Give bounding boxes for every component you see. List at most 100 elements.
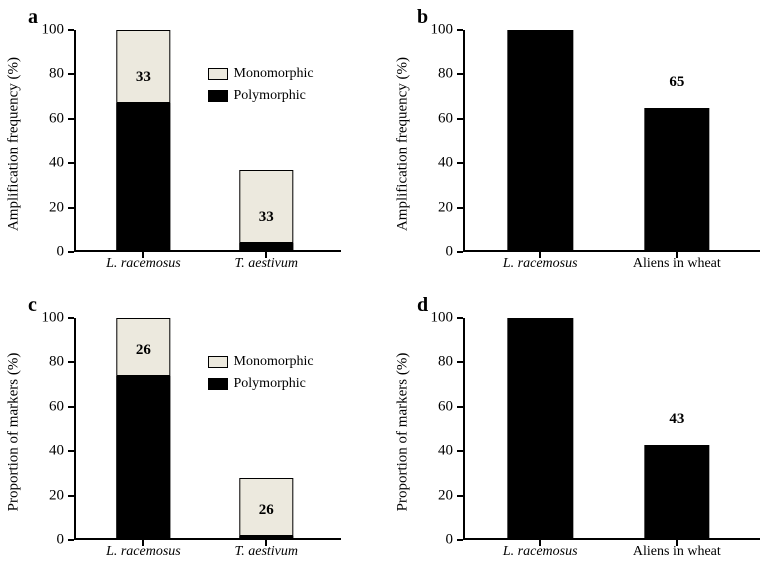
bars-b: 65 xyxy=(463,30,760,252)
xtick-label: T. aestivum xyxy=(234,544,298,560)
legend-item: Monomorphic xyxy=(208,66,314,82)
ytick xyxy=(68,162,74,164)
bar-segment-monomorphic xyxy=(117,30,170,103)
legend-swatch xyxy=(208,356,228,368)
ytick xyxy=(457,317,463,319)
legend-a: Monomorphic Polymorphic xyxy=(208,66,314,104)
ytick xyxy=(457,406,463,408)
chart-d: 43 020406080100L. racemosusAliens in whe… xyxy=(463,318,760,540)
legend-swatch xyxy=(208,68,228,80)
legend-label: Polymorphic xyxy=(234,376,306,392)
xtick-label: L. racemosus xyxy=(503,256,578,272)
ytick-label: 80 xyxy=(438,66,453,83)
ytick xyxy=(457,29,463,31)
ytick-label: 0 xyxy=(57,244,65,261)
ytick-label: 20 xyxy=(49,199,64,216)
chart-a: 3333 MonomorphicPolymorphic 020406080100… xyxy=(74,30,341,252)
ytick-label: 60 xyxy=(438,398,453,415)
ytick xyxy=(457,118,463,120)
ytick-label: 20 xyxy=(438,199,453,216)
bar-group: 26 xyxy=(240,318,293,540)
ytick-label: 100 xyxy=(431,310,454,327)
xtick-label: L. racemosus xyxy=(503,544,578,560)
legend-label: Monomorphic xyxy=(234,66,314,82)
ytick xyxy=(68,29,74,31)
ylabel-d: Proportion of markers (%) xyxy=(395,353,412,512)
ytick xyxy=(457,162,463,164)
ylabel-c: Proportion of markers (%) xyxy=(6,353,23,512)
value-label: 33 xyxy=(259,209,274,226)
ytick xyxy=(457,495,463,497)
chart-c: 2626 MonomorphicPolymorphic 020406080100… xyxy=(74,318,341,540)
bar-group: 33 xyxy=(117,30,170,252)
bar-segment-polymorphic xyxy=(117,103,170,252)
bar-group: 65 xyxy=(644,30,709,252)
ytick-label: 100 xyxy=(42,310,65,327)
ytick-label: 40 xyxy=(438,155,453,172)
bar-group xyxy=(508,30,573,252)
ytick-label: 100 xyxy=(42,22,65,39)
ytick xyxy=(68,118,74,120)
ylabel-a: Amplification frequency (%) xyxy=(6,57,23,231)
bar-segment-polymorphic xyxy=(240,243,293,252)
legend-label: Monomorphic xyxy=(234,354,314,370)
bar-segment-polymorphic xyxy=(117,376,170,540)
ytick xyxy=(457,73,463,75)
xtick-label: L. racemosus xyxy=(106,256,181,272)
bars-c: 26 26 xyxy=(74,318,341,540)
legend-label: Polymorphic xyxy=(234,88,306,104)
ytick xyxy=(68,495,74,497)
bar-segment-monomorphic xyxy=(240,170,293,243)
bar xyxy=(508,318,573,540)
ytick xyxy=(68,317,74,319)
ytick xyxy=(68,539,74,541)
ytick-label: 0 xyxy=(57,532,65,549)
xtick-label: Aliens in wheat xyxy=(633,256,721,272)
legend-item: Polymorphic xyxy=(208,376,314,392)
ytick-label: 40 xyxy=(49,443,64,460)
ytick xyxy=(68,251,74,253)
ytick xyxy=(457,361,463,363)
ytick xyxy=(457,539,463,541)
panel-d: d Proportion of markers (%) 43 020406080… xyxy=(389,288,778,576)
panel-label-b: b xyxy=(417,6,428,29)
bars-a: 33 33 xyxy=(74,30,341,252)
ytick xyxy=(68,450,74,452)
ytick-label: 60 xyxy=(438,110,453,127)
ytick xyxy=(68,361,74,363)
ytick xyxy=(68,73,74,75)
ytick-label: 80 xyxy=(49,354,64,371)
ytick xyxy=(457,207,463,209)
ytick-label: 80 xyxy=(438,354,453,371)
ytick xyxy=(68,406,74,408)
ytick-label: 0 xyxy=(446,532,454,549)
ytick xyxy=(68,207,74,209)
bar xyxy=(644,445,709,540)
bar-group: 43 xyxy=(644,318,709,540)
value-label: 26 xyxy=(259,502,274,519)
value-label: 65 xyxy=(669,74,684,91)
value-label: 43 xyxy=(669,411,684,428)
bar-group: 26 xyxy=(117,318,170,540)
bar xyxy=(508,30,573,252)
figure-grid: a Amplification frequency (%) 3333 Monom… xyxy=(0,0,778,576)
panel-label-d: d xyxy=(417,294,428,317)
ytick-label: 20 xyxy=(49,487,64,504)
bar-group xyxy=(508,318,573,540)
xtick-label: L. racemosus xyxy=(106,544,181,560)
value-label: 26 xyxy=(136,342,151,359)
panel-b: b Amplification frequency (%) 65 0204060… xyxy=(389,0,778,288)
ytick-label: 60 xyxy=(49,398,64,415)
ylabel-b: Amplification frequency (%) xyxy=(395,57,412,231)
ytick-label: 0 xyxy=(446,244,454,261)
panel-c: c Proportion of markers (%) 26 26 Monomor… xyxy=(0,288,389,576)
ytick-label: 40 xyxy=(49,155,64,172)
ytick-label: 60 xyxy=(49,110,64,127)
xtick-label: Aliens in wheat xyxy=(633,544,721,560)
ytick-label: 80 xyxy=(49,66,64,83)
chart-b: 65 020406080100L. racemosusAliens in whe… xyxy=(463,30,760,252)
ytick-label: 20 xyxy=(438,487,453,504)
ytick-label: 100 xyxy=(431,22,454,39)
panel-label-c: c xyxy=(28,294,37,317)
legend-item: Monomorphic xyxy=(208,354,314,370)
